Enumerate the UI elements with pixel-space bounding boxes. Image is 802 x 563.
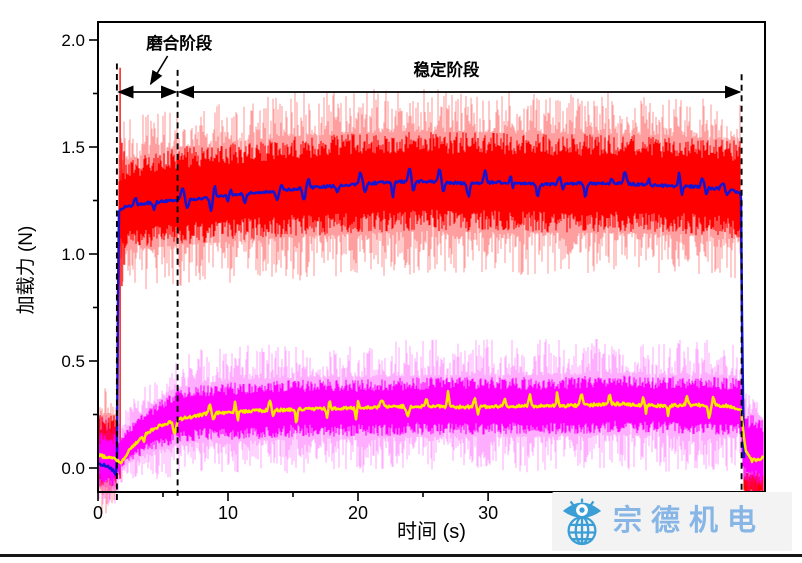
x-tick-label: 30 (478, 503, 498, 523)
x-tick-label: 10 (218, 503, 238, 523)
y-tick-label: 0.5 (61, 352, 85, 371)
series-mean-lines (97, 167, 765, 477)
x-tick-label: 0 (93, 503, 103, 523)
y-tick-label: 1.0 (61, 245, 85, 264)
y-tick-label: 1.5 (61, 138, 85, 157)
eye-globe-logo-icon (562, 498, 602, 545)
phase-boundaries (115, 63, 743, 501)
mean-line-yellow (97, 389, 765, 465)
mean-line-blue (97, 167, 746, 477)
watermark-text: 宗德机电 (613, 505, 766, 537)
phase-label: 磨合阶段 (146, 33, 213, 53)
raw-band-magenta-core (97, 375, 764, 486)
x-axis-label: 时间 (s) (397, 520, 466, 543)
y-tick-label: 0.0 (61, 459, 85, 478)
y-tick-label: 2.0 (61, 31, 85, 50)
plot-frame (97, 21, 766, 493)
axes: 0 10 20 30 0.0 0.5 1.0 1.5 2.0 时间 (s) 加载力 (N) (15, 21, 766, 543)
x-tick-label: 20 (348, 503, 368, 523)
bottom-divider (0, 554, 802, 557)
series-bands (97, 67, 764, 514)
y-axis-label: 加载力 (N) (15, 226, 37, 315)
phase-callout-arrow (149, 55, 169, 86)
phase-label: 稳定阶段 (414, 60, 481, 80)
watermark: 宗德机电 (552, 492, 792, 551)
